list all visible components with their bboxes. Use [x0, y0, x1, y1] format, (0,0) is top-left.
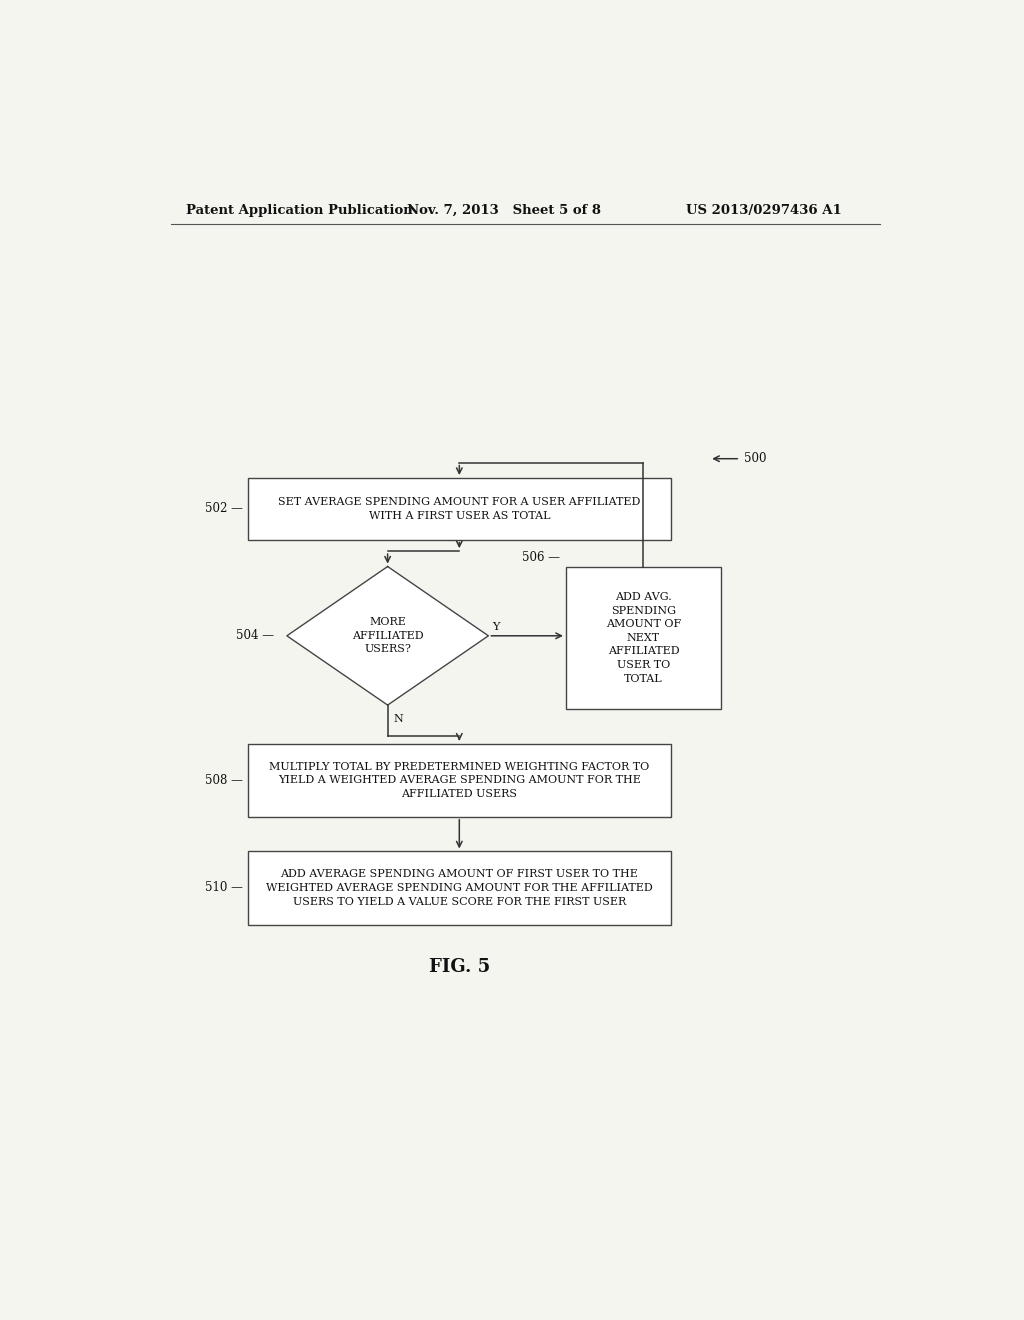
Text: SET AVERAGE SPENDING AMOUNT FOR A USER AFFILIATED
WITH A FIRST USER AS TOTAL: SET AVERAGE SPENDING AMOUNT FOR A USER A…: [279, 496, 640, 520]
Text: 510 —: 510 —: [205, 882, 243, 895]
Text: N: N: [394, 714, 403, 723]
Text: 502 —: 502 —: [205, 502, 243, 515]
Text: ADD AVERAGE SPENDING AMOUNT OF FIRST USER TO THE
WEIGHTED AVERAGE SPENDING AMOUN: ADD AVERAGE SPENDING AMOUNT OF FIRST USE…: [266, 870, 652, 907]
Text: Y: Y: [493, 622, 500, 631]
Text: MORE
AFFILIATED
USERS?: MORE AFFILIATED USERS?: [352, 618, 424, 655]
Polygon shape: [287, 566, 488, 705]
Text: MULTIPLY TOTAL BY PREDETERMINED WEIGHTING FACTOR TO
YIELD A WEIGHTED AVERAGE SPE: MULTIPLY TOTAL BY PREDETERMINED WEIGHTIN…: [269, 762, 649, 799]
Text: ADD AVG.
SPENDING
AMOUNT OF
NEXT
AFFILIATED
USER TO
TOTAL: ADD AVG. SPENDING AMOUNT OF NEXT AFFILIA…: [606, 591, 681, 684]
Text: US 2013/0297436 A1: US 2013/0297436 A1: [686, 205, 842, 218]
Text: Nov. 7, 2013   Sheet 5 of 8: Nov. 7, 2013 Sheet 5 of 8: [407, 205, 601, 218]
Bar: [248, 743, 671, 817]
Text: 508 —: 508 —: [205, 774, 243, 787]
Bar: [566, 566, 721, 709]
Text: Patent Application Publication: Patent Application Publication: [186, 205, 413, 218]
Text: 506 —: 506 —: [522, 550, 560, 564]
Text: FIG. 5: FIG. 5: [429, 958, 489, 975]
Text: 500: 500: [744, 453, 767, 465]
Bar: [248, 478, 671, 540]
Text: 504 —: 504 —: [236, 630, 273, 643]
Bar: [248, 851, 671, 924]
